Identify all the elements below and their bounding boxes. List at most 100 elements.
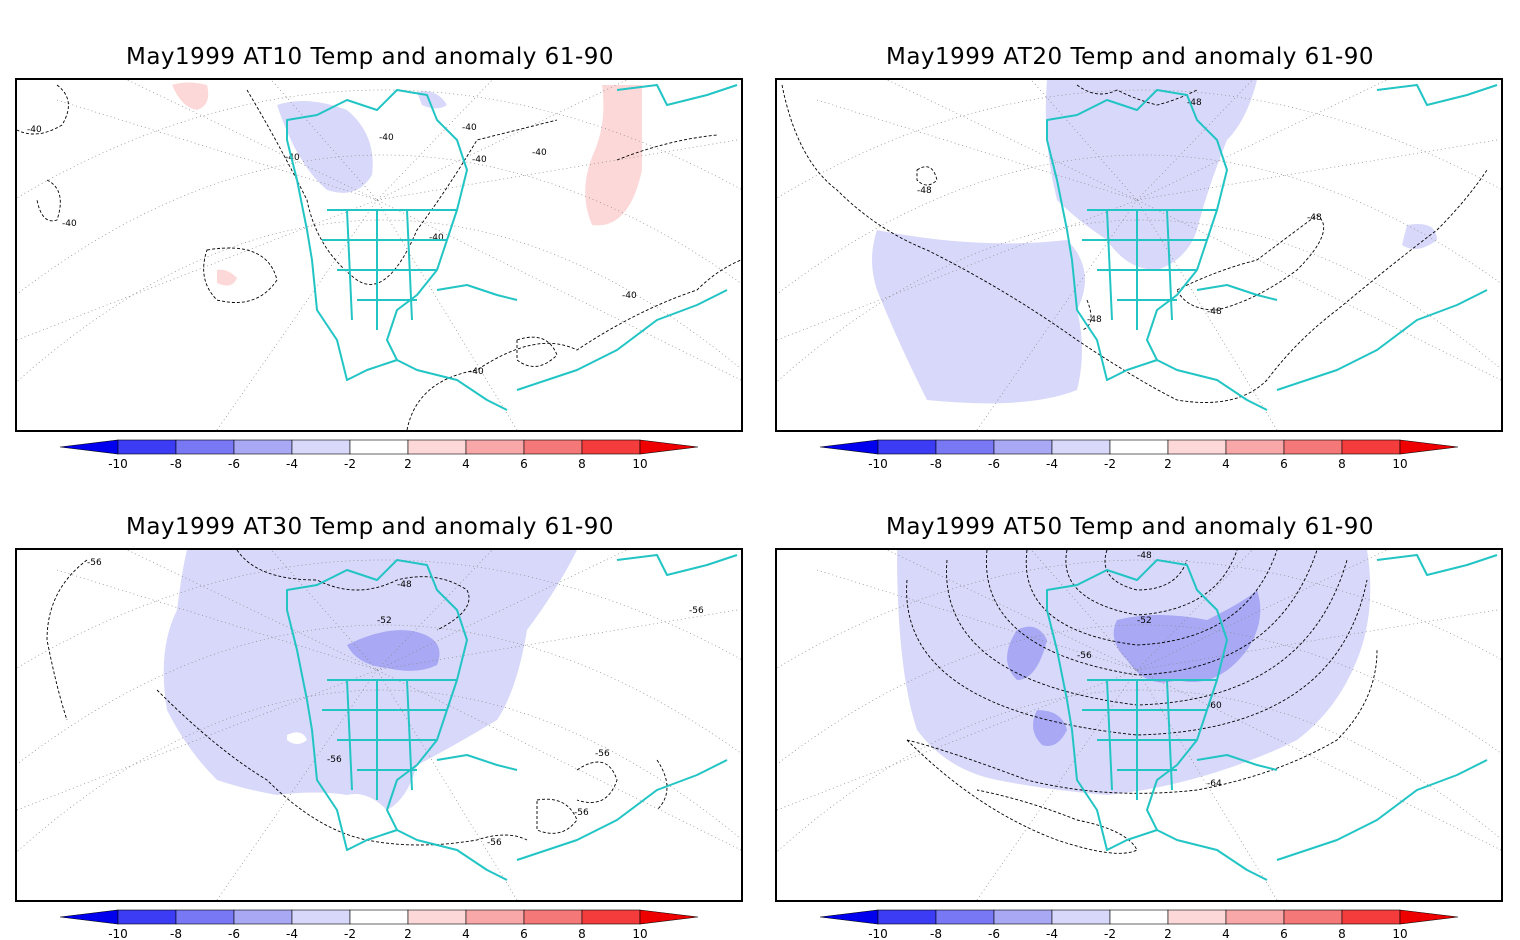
contour-label: -40 xyxy=(472,155,487,165)
colorbar-tick-label: 4 xyxy=(1222,457,1230,470)
contour-label: -48 xyxy=(397,580,412,590)
colorbar-tick-label: -4 xyxy=(286,457,298,470)
anomaly-shading xyxy=(897,550,1371,795)
lat-lon-grid xyxy=(777,550,1501,900)
contour-label: -48 xyxy=(1137,551,1152,561)
colorbar-swatch xyxy=(1341,909,1401,925)
colorbar-swatch xyxy=(233,909,293,925)
contour-labels: -56 -48 -52 -56 -56 -56 -56 -56 xyxy=(87,558,704,848)
colorbar-swatch xyxy=(291,909,351,925)
contour-label: -40 xyxy=(532,148,547,158)
colorbar-swatch xyxy=(935,439,995,455)
colorbar-swatch xyxy=(1109,439,1169,455)
coastlines xyxy=(1046,84,1498,411)
colorbar-swatch xyxy=(233,439,293,455)
colorbar-swatch xyxy=(1283,439,1343,455)
contour-label: -48 xyxy=(917,186,932,196)
colorbar-swatch xyxy=(1109,909,1169,925)
colorbar-tick-label: -6 xyxy=(988,457,1000,470)
colorbar-tick-label: 4 xyxy=(1222,927,1230,940)
colorbar-swatch xyxy=(1283,909,1343,925)
coastlines xyxy=(1046,554,1498,881)
contour-label: -56 xyxy=(689,606,704,616)
colorbar-swatch xyxy=(349,439,409,455)
colorbar-tick-label: 8 xyxy=(1338,457,1346,470)
contour-label: -56 xyxy=(487,838,502,848)
colorbar-swatch xyxy=(407,909,467,925)
contour-label: -52 xyxy=(377,616,392,626)
colorbar: -10 -8 -6 -4 -2 2 4 6 8 10 xyxy=(60,439,699,470)
colorbar-swatch xyxy=(993,439,1053,455)
contour-labels: -48 -48 -48 -48 -48 xyxy=(917,98,1322,325)
colorbar-arrow-high xyxy=(1399,909,1459,925)
colorbar-swatch xyxy=(465,439,525,455)
colorbar-arrow-low xyxy=(820,439,879,455)
contours xyxy=(17,84,741,430)
colorbar-swatch xyxy=(877,439,937,455)
panel-title: May1999 AT10 Temp and anomaly 61-90 xyxy=(125,44,615,70)
contour-label: -40 xyxy=(429,233,444,243)
panel-title: May1999 AT50 Temp and anomaly 61-90 xyxy=(885,514,1375,540)
coastlines xyxy=(286,84,738,411)
colorbar-tick-label: -8 xyxy=(930,457,942,470)
lat-lon-grid xyxy=(17,550,741,900)
contour-label: -40 xyxy=(62,219,77,229)
contour-label: -60 xyxy=(1207,701,1222,711)
colorbar-arrow-high xyxy=(1399,439,1459,455)
contour-label: -56 xyxy=(595,749,610,759)
map-at20: -48 -48 -48 -48 -48 xyxy=(775,78,1503,432)
colorbar-arrow-low xyxy=(60,439,119,455)
colorbar-swatch xyxy=(581,909,641,925)
colorbar-tick-label: 6 xyxy=(520,927,528,940)
colorbar-swatch xyxy=(1051,439,1111,455)
contour-label: -48 xyxy=(1187,98,1202,108)
colorbar-tick-label: 8 xyxy=(578,457,586,470)
contour-label: -48 xyxy=(1207,307,1222,317)
colorbar-swatch xyxy=(407,439,467,455)
colorbar-tick-label: 8 xyxy=(578,927,586,940)
colorbar-swatch xyxy=(117,439,177,455)
colorbar-tick-label: 4 xyxy=(462,457,470,470)
contour-label: -40 xyxy=(379,133,394,143)
colorbar-tick-label: 2 xyxy=(1164,457,1172,470)
panel-at20: May1999 AT20 Temp and anomaly 61-90 xyxy=(760,0,1503,470)
colorbar-tick-label: -8 xyxy=(170,457,182,470)
contour-label: -56 xyxy=(327,755,342,765)
panel-at10: May1999 AT10 Temp and anomaly 61-90 xyxy=(0,0,743,470)
colorbar-swatch xyxy=(523,439,583,455)
lat-lon-grid xyxy=(17,80,741,430)
colorbar-tick-label: -2 xyxy=(1104,457,1116,470)
colorbar-tick-label: -10 xyxy=(108,927,128,940)
colorbar-tick-label: -2 xyxy=(344,457,356,470)
colorbar-tick-label: 6 xyxy=(1280,457,1288,470)
colorbar-tick-label: -2 xyxy=(344,927,356,940)
colorbar-tick-label: 2 xyxy=(1164,927,1172,940)
colorbar-swatch xyxy=(175,909,235,925)
map-at10: -40 -40 -40 -40 -40 -40 -40 -40 -40 -40 xyxy=(15,78,743,432)
colorbar-tick-label: 4 xyxy=(462,927,470,940)
colorbar-swatch xyxy=(291,439,351,455)
contours xyxy=(46,550,668,846)
contour-label: -40 xyxy=(462,123,477,133)
contour-label: -64 xyxy=(1207,779,1222,789)
map-at50: -48 -52 -56 -60 -64 xyxy=(775,548,1503,902)
colorbar: -10 -8 -6 -4 -2 2 4 6 8 10 xyxy=(60,909,699,940)
colorbar-tick-label: -10 xyxy=(868,457,888,470)
colorbar-tick-label: -8 xyxy=(170,927,182,940)
contour-label: -48 xyxy=(1307,213,1322,223)
colorbar-tick-label: 6 xyxy=(520,457,528,470)
colorbar-tick-label: -6 xyxy=(988,927,1000,940)
contour-label: -40 xyxy=(469,367,484,377)
colorbar-tick-label: 10 xyxy=(632,457,647,470)
colorbar-swatch xyxy=(1341,439,1401,455)
colorbar-tick-label: -4 xyxy=(1046,927,1058,940)
colorbar-tick-label: -10 xyxy=(108,457,128,470)
colorbar-tick-label: -4 xyxy=(1046,457,1058,470)
colorbar-swatch xyxy=(1051,909,1111,925)
colorbar-tick-label: -10 xyxy=(868,927,888,940)
colorbar-tick-label: -2 xyxy=(1104,927,1116,940)
colorbar-swatch xyxy=(465,909,525,925)
colorbar-tick-label: -6 xyxy=(228,927,240,940)
colorbar-swatch xyxy=(993,909,1053,925)
colorbar-tick-label: 6 xyxy=(1280,927,1288,940)
